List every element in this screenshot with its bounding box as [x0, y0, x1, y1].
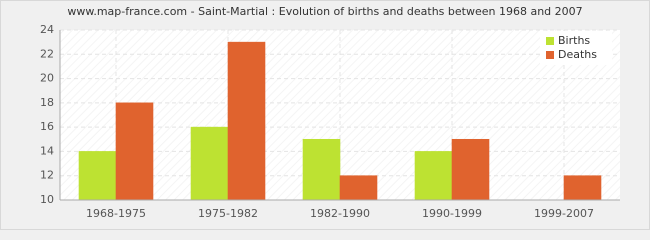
bar	[563, 175, 602, 201]
bar	[339, 175, 378, 201]
y-tick-label: 12	[40, 169, 54, 182]
y-tick-label: 18	[40, 96, 54, 109]
y-tick-label: 22	[40, 47, 54, 60]
x-tick-label: 1999-2007	[534, 207, 594, 220]
y-tick-label: 16	[40, 120, 54, 133]
y-tick-label: 14	[40, 144, 54, 157]
legend-box	[540, 31, 612, 65]
chart-title: www.map-france.com - Saint-Martial : Evo…	[67, 5, 582, 18]
bar	[414, 151, 453, 201]
x-tick-label: 1975-1982	[198, 207, 258, 220]
x-tick-label: 1968-1975	[86, 207, 146, 220]
bar	[78, 151, 117, 201]
y-tick-label: 24	[40, 23, 54, 36]
bar	[451, 138, 490, 201]
x-tick-label: 1982-1990	[310, 207, 370, 220]
y-tick-label: 20	[40, 72, 54, 85]
y-tick-label: 10	[40, 193, 54, 206]
bar	[115, 102, 154, 201]
page: {"chart_data": {"type": "bar", "title": …	[0, 0, 650, 230]
legend-swatch	[546, 51, 554, 59]
bar	[227, 41, 266, 201]
legend-label: Deaths	[558, 48, 597, 61]
legend-label: Births	[558, 34, 590, 47]
bar	[190, 126, 229, 201]
bar	[302, 138, 341, 201]
x-tick-label: 1990-1999	[422, 207, 482, 220]
chart: www.map-france.com - Saint-Martial : Evo…	[0, 0, 650, 230]
legend-swatch	[546, 37, 554, 45]
